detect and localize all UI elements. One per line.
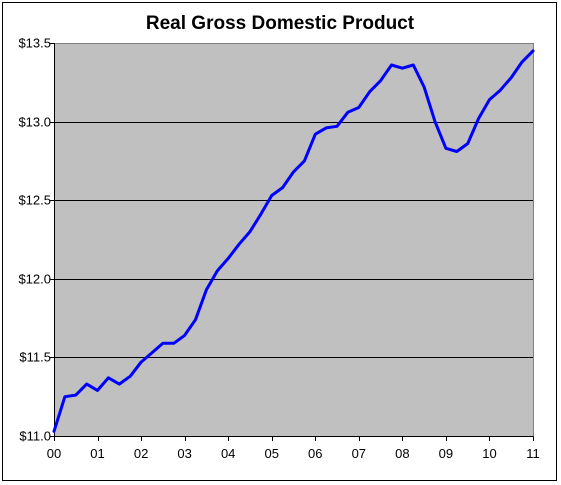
x-tick-label-5: 05 [264,446,278,461]
x-tick-label-2: 02 [134,446,148,461]
series-line-0 [52,49,535,433]
x-ticks: 00 01 02 03 04 05 06 07 08 09 10 11 [47,436,540,461]
y-tick-label-0: $11.0 [19,429,51,444]
x-tick-label-8: 08 [395,446,409,461]
axes [54,43,534,437]
x-tick-label-11: 11 [526,446,540,461]
x-tick-label-4: 04 [221,446,235,461]
y-tick-label-5: $13.5 [18,36,51,51]
plot-area [54,43,533,436]
x-tick-label-0: 00 [47,446,61,461]
y-tick-label-1: $11.5 [19,350,51,365]
y-tick-label-3: $12.5 [18,193,51,208]
chart-title: Real Gross Domestic Product [146,13,415,34]
x-tick-label-10: 10 [482,446,496,461]
x-tick-label-7: 07 [352,446,366,461]
y-ticks: $11.0 $11.5 $12.0 $12.5 $13.0 $13.5 [18,36,55,444]
x-tick-label-3: 03 [177,446,191,461]
y-tick-label-2: $12.0 [18,272,51,287]
x-tick-label-1: 01 [90,446,104,461]
x-tick-label-9: 09 [439,446,453,461]
series-group [52,49,535,433]
y-tick-label-4: $13.0 [18,115,51,130]
x-tick-label-6: 06 [308,446,322,461]
